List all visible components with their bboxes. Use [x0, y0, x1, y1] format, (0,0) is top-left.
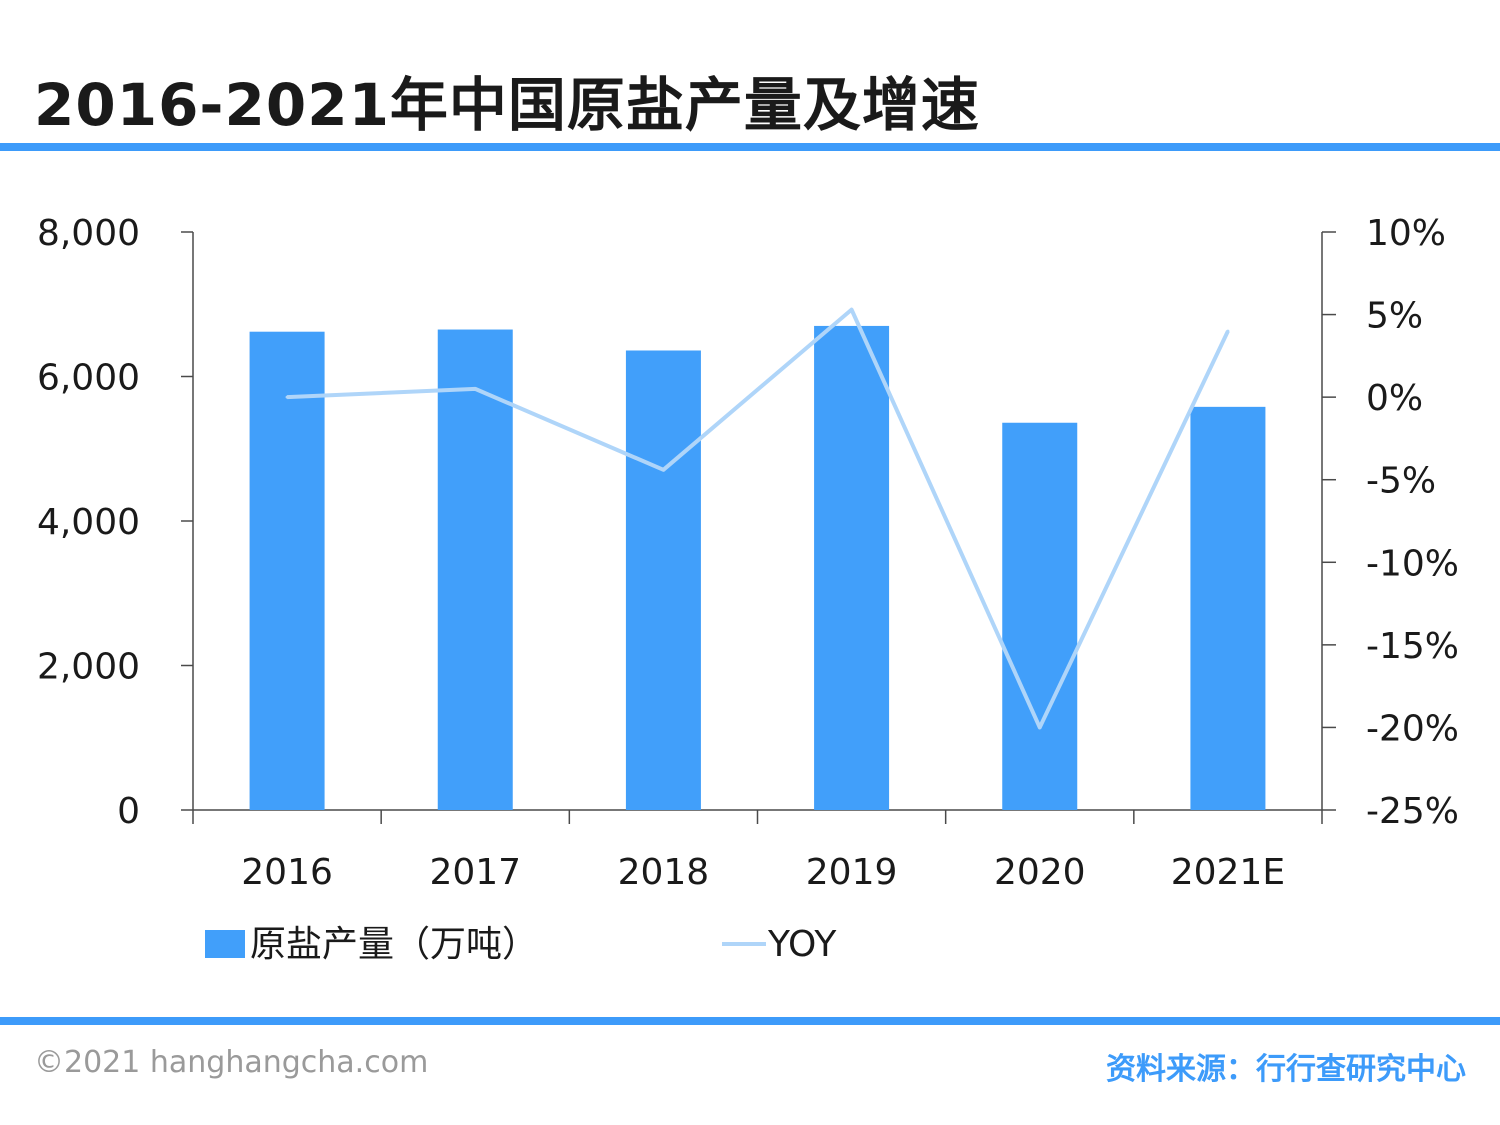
right-axis-tick-label: -20%: [1366, 708, 1459, 749]
right-axis-tick-label: 0%: [1366, 378, 1423, 419]
source-text: 资料来源：行行查研究中心: [1106, 1052, 1466, 1087]
bar: [1002, 422, 1078, 810]
right-axis-tick-label: -25%: [1366, 791, 1459, 832]
x-axis-tick-label: 2018: [618, 852, 710, 893]
footer-divider: [0, 1017, 1500, 1025]
right-axis-tick-label: 10%: [1366, 213, 1446, 254]
chart-legend: 原盐产量（万吨） YOY: [205, 924, 837, 965]
x-axis-tick-label: 2021E: [1171, 852, 1285, 893]
legend-bar-label: 原盐产量（万吨）: [250, 924, 538, 965]
right-axis-tick-label: -15%: [1366, 626, 1459, 667]
bar: [249, 331, 325, 810]
right-axis-tick-label: -10%: [1366, 543, 1459, 584]
x-axis-tick-label: 2017: [429, 852, 521, 893]
legend-bar-swatch: [205, 930, 245, 958]
yoy-point: [473, 387, 477, 391]
left-axis-tick-label: 6,000: [37, 358, 140, 399]
left-axis-tick-label: 2,000: [37, 647, 140, 688]
x-axis-tick-label: 2019: [806, 852, 898, 893]
right-axis-tick-label: -5%: [1366, 461, 1436, 502]
bar: [437, 329, 513, 810]
chart-bars: [249, 325, 1266, 810]
bar: [1190, 406, 1266, 810]
yoy-point: [850, 308, 854, 312]
yoy-line: [286, 307, 1230, 730]
x-axis-tick-label: 2020: [994, 852, 1086, 893]
left-axis-tick-label: 4,000: [37, 502, 140, 543]
page-title: 2016-2021年中国原盐产量及增速: [34, 71, 980, 139]
header-divider: [0, 143, 1500, 151]
yoy-point: [661, 468, 665, 472]
bar: [814, 325, 890, 810]
chart-line-layer: [285, 307, 1230, 730]
legend-line-label: YOY: [767, 924, 837, 965]
x-axis-tick-label: 2016: [241, 852, 333, 893]
yoy-point: [1038, 725, 1042, 729]
yoy-point: [285, 395, 289, 399]
left-axis-tick-label: 0: [117, 791, 140, 832]
bar: [625, 350, 701, 810]
left-axis-tick-label: 8,000: [37, 213, 140, 254]
chart-axes: [181, 231, 1336, 824]
copyright-text: ©2021 hanghangcha.com: [34, 1045, 429, 1080]
right-axis-tick-label: 5%: [1366, 296, 1423, 337]
yoy-point: [1226, 329, 1230, 333]
chart-tick-labels: 0 2,000 4,000 6,000 8,000 -25% -20% -15% -10% -5%…: [37, 213, 1459, 893]
